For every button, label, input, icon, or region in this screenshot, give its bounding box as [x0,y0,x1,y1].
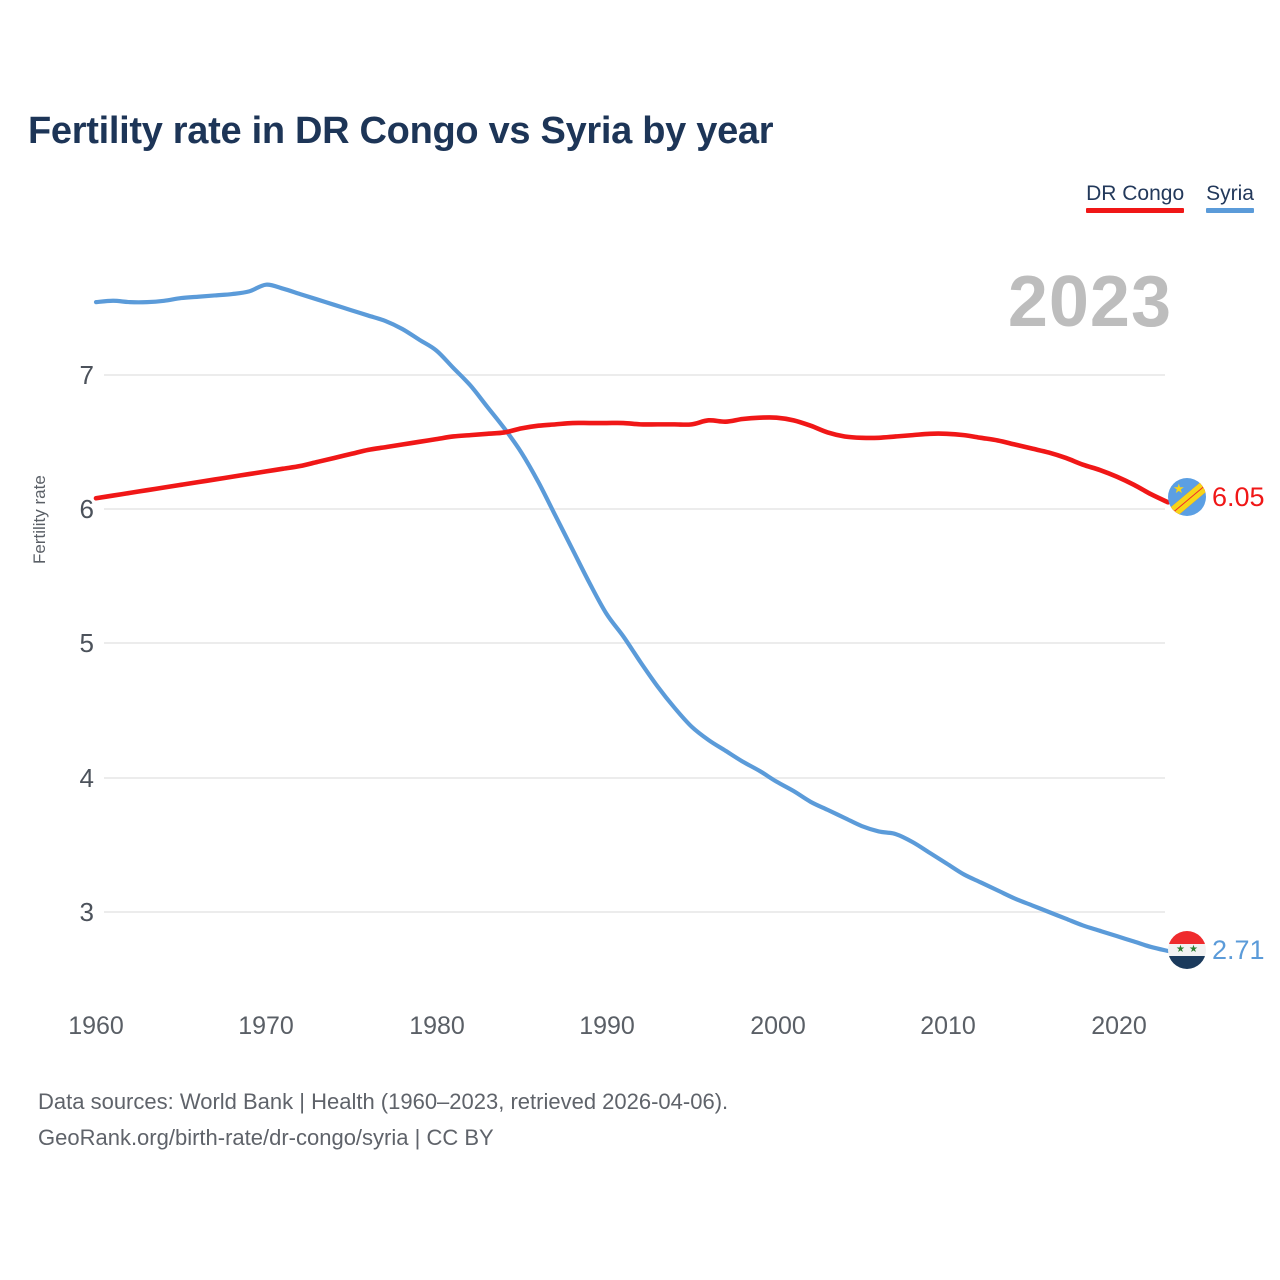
y-tick-5: 5 [79,628,94,658]
footer-attribution: Data sources: World Bank | Health (1960–… [38,1084,728,1155]
gridlines [104,374,1165,913]
legend-item-dr-congo[interactable]: DR Congo [1086,182,1185,214]
legend-label-dr-congo: DR Congo [1086,182,1185,205]
y-axis-ticks: 7 6 5 4 3 [56,0,94,1280]
y-tick-6: 6 [79,494,94,524]
x-tick-1980: 1980 [409,1012,465,1040]
x-tick-1970: 1970 [238,1012,294,1040]
x-tick-1990: 1990 [579,1012,635,1040]
x-tick-1960: 1960 [68,1012,124,1040]
series-line-syria [93,282,1171,954]
footer-line-license: GeoRank.org/birth-rate/dr-congo/syria | … [38,1124,494,1150]
endpoint-value-dr-congo: 6.05 [1212,481,1265,512]
legend-label-syria: Syria [1206,182,1254,205]
x-tick-2020: 2020 [1091,1012,1147,1040]
chart-legend: DR Congo Syria [1086,182,1254,214]
legend-swatch-syria [1206,208,1254,214]
y-tick-3: 3 [79,897,94,927]
series-line-dr-congo [93,415,1171,505]
flag-dr-congo-icon: ★ [1168,478,1206,516]
y-tick-4: 4 [79,763,94,793]
flag-syria-icon: ★ ★ [1168,931,1206,969]
page-title: Fertility rate in DR Congo vs Syria by y… [28,110,774,152]
legend-item-syria[interactable]: Syria [1206,182,1254,214]
footer-line-sources: Data sources: World Bank | Health (1960–… [38,1089,729,1114]
year-badge: 2023 [1007,262,1172,342]
endpoint-value-syria: 2.71 [1212,934,1265,965]
x-tick-2000: 2000 [750,1012,806,1040]
endpoint-syria[interactable]: ★ ★ 2.71 [1168,931,1265,969]
endpoint-dr-congo[interactable]: ★ 6.05 [1168,478,1265,516]
x-tick-2010: 2010 [920,1012,976,1040]
y-tick-7: 7 [79,360,94,390]
legend-swatch-dr-congo [1086,208,1185,214]
